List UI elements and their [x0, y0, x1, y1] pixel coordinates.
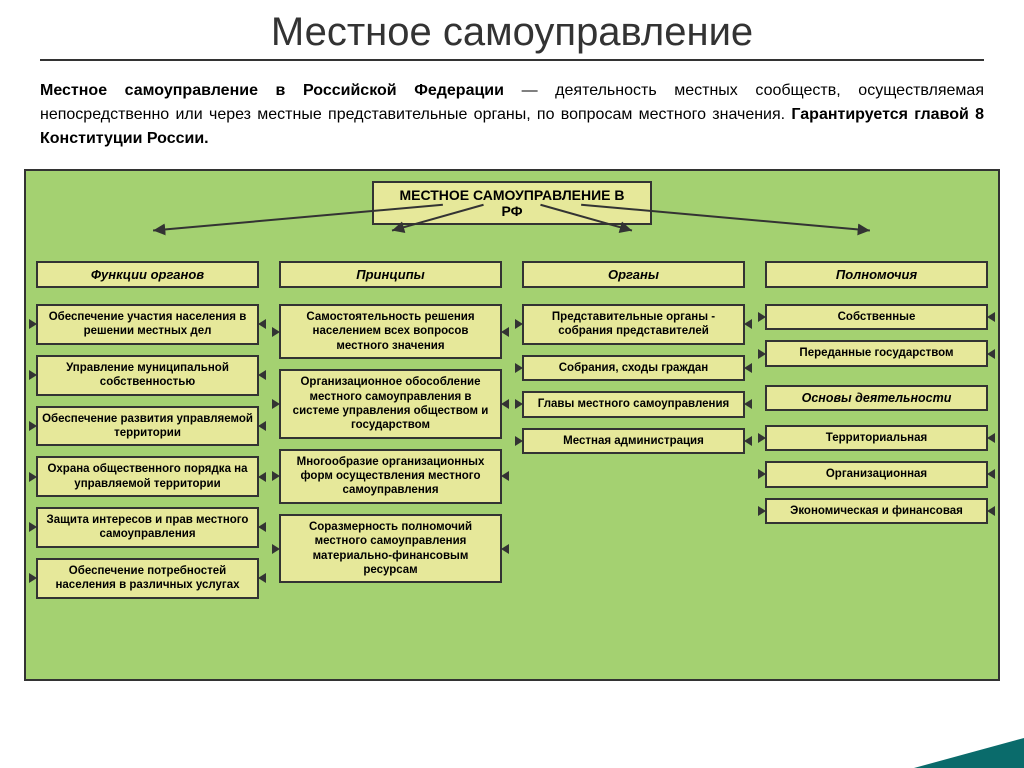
princ-item: Самостоятельность решения населением все… [279, 304, 502, 359]
func-item: Обеспечение участия населения в решении … [36, 304, 259, 345]
page-title: Местное самоуправление [40, 0, 984, 61]
col-functions: Функции органов Обеспечение участия насе… [36, 261, 259, 609]
col-powers: Полномочия Собственные Переданные госуда… [765, 261, 988, 609]
col-header-powers: Полномочия [765, 261, 988, 288]
basis-item: Экономическая и финансовая [765, 498, 988, 524]
desc-lead: Местное самоуправление в Российской Феде… [40, 82, 504, 99]
power-item: Переданные государством [765, 340, 988, 366]
col-header-functions: Функции органов [36, 261, 259, 288]
func-item: Обеспечение потребностей населения в раз… [36, 558, 259, 599]
col-header-organs: Органы [522, 261, 745, 288]
princ-item: Организационное обособление местного сам… [279, 369, 502, 439]
organ-item: Представительные органы - собрания предс… [522, 304, 745, 345]
description-paragraph: Местное самоуправление в Российской Феде… [40, 79, 984, 151]
princ-item: Многообразие организационных форм осущес… [279, 449, 502, 504]
func-item: Охрана общественного порядка на управляе… [36, 456, 259, 497]
basis-item: Территориальная [765, 425, 988, 451]
basis-item: Организационная [765, 461, 988, 487]
diagram: МЕСТНОЕ САМОУПРАВЛЕНИЕ В РФ Функции орга… [24, 169, 1000, 681]
col-header-principles: Принципы [279, 261, 502, 288]
func-item: Управление муниципальной собственностью [36, 355, 259, 396]
corner-accent [914, 738, 1024, 768]
root-node: МЕСТНОЕ САМОУПРАВЛЕНИЕ В РФ [372, 181, 652, 225]
organ-item: Местная администрация [522, 428, 745, 454]
func-item: Защита интересов и прав местного самоупр… [36, 507, 259, 548]
columns-row: Функции органов Обеспечение участия насе… [36, 261, 988, 609]
power-item: Собственные [765, 304, 988, 330]
func-item: Обеспечение развития управляемой террито… [36, 406, 259, 447]
sub-header-basis: Основы деятельности [765, 385, 988, 411]
col-principles: Принципы Самостоятельность решения насел… [279, 261, 502, 609]
col-organs: Органы Представительные органы - собрани… [522, 261, 745, 609]
princ-item: Соразмерность полномочий местного самоуп… [279, 514, 502, 584]
organ-item: Собрания, сходы граждан [522, 355, 745, 381]
organ-item: Главы местного самоуправления [522, 391, 745, 417]
